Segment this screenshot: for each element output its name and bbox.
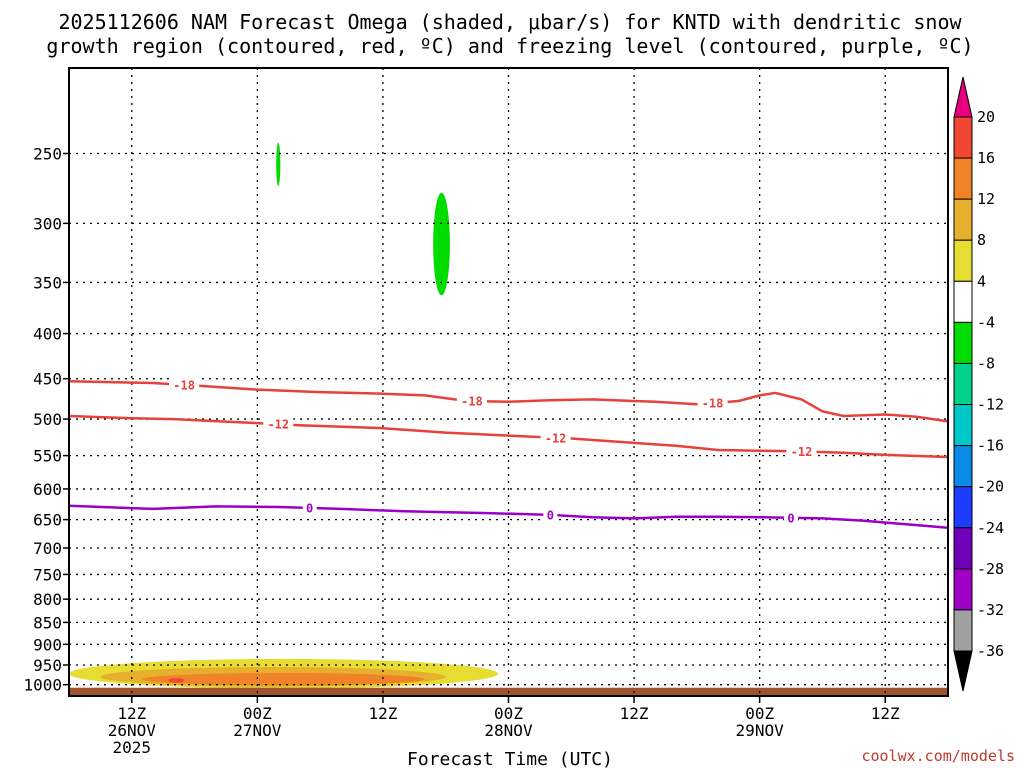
y-tick-label-700: 700 xyxy=(33,539,62,558)
contour-label-0: 0 xyxy=(547,508,554,522)
x-tick-label-h54-0: 12Z xyxy=(620,704,649,723)
y-tick-label-300: 300 xyxy=(33,214,62,233)
contour-label-bg xyxy=(543,507,558,522)
contour-label--18: -18 xyxy=(461,395,483,409)
contour-label-bg xyxy=(786,444,817,459)
colorbar-box xyxy=(953,445,973,488)
y-tick-label-800: 800 xyxy=(33,590,62,609)
contour-label-bg xyxy=(784,510,799,525)
colorbar-label--4: -4 xyxy=(977,313,995,331)
y-tick-label-850: 850 xyxy=(33,613,62,632)
contour-label--18: -18 xyxy=(173,378,195,392)
contour-label-bg xyxy=(302,500,317,515)
chart-title-line-1: 2025112606 NAM Forecast Omega (shaded, μ… xyxy=(58,10,962,34)
colorbar-box xyxy=(953,280,973,323)
contour-label-bg xyxy=(540,430,571,445)
colorbar-label--28: -28 xyxy=(977,560,1004,578)
colorbar-label-4: 4 xyxy=(977,272,986,290)
y-tick-label-450: 450 xyxy=(33,370,62,389)
source-credit: coolwx.com/models xyxy=(861,747,1015,765)
x-axis-label: Forecast Time (UTC) xyxy=(407,749,613,768)
x-tick-label-h66-1: 29NOV xyxy=(736,721,785,740)
y-tick-label-650: 650 xyxy=(33,511,62,530)
plot-area: -18 -18 -18 -12 -12 -12 0 0 0 xyxy=(69,68,948,696)
x-tick-label-h42-1: 28NOV xyxy=(484,721,533,740)
colorbar-label-16: 16 xyxy=(977,149,995,167)
colorbar-box xyxy=(953,362,973,406)
colorbar-box xyxy=(953,609,973,652)
colorbar-label--32: -32 xyxy=(977,601,1004,619)
contour-label--12: -12 xyxy=(545,431,567,445)
colorbar-label--12: -12 xyxy=(977,396,1004,414)
colorbar-label--20: -20 xyxy=(977,478,1004,496)
colorbar-box xyxy=(953,157,973,200)
contour-label-bg xyxy=(697,396,728,411)
colorbar-label-8: 8 xyxy=(977,231,986,249)
omega-shaded-region-1 xyxy=(433,192,450,296)
colorbar-label--8: -8 xyxy=(977,354,995,372)
colorbar-box xyxy=(953,486,973,529)
y-tick-label-250: 250 xyxy=(33,144,62,163)
x-tick-label-h18-0: 00Z xyxy=(243,704,272,723)
contour-label-0: 0 xyxy=(306,501,313,515)
y-tick-label-750: 750 xyxy=(33,565,62,584)
colorbar: 20 16 12 8 4 -4 -8 -12 -16 -20 -24 -28 -32 -36 xyxy=(953,76,1004,692)
contour-label--18: -18 xyxy=(702,397,724,411)
colorbar-label--16: -16 xyxy=(977,437,1004,455)
y-tick-label-550: 550 xyxy=(33,447,62,466)
y-tick-label-350: 350 xyxy=(33,273,62,292)
colorbar-label-20: 20 xyxy=(977,108,995,126)
omega-shaded-region-5 xyxy=(168,678,185,683)
x-tick-label-h78-0: 12Z xyxy=(871,704,900,723)
colorbar-box xyxy=(953,198,973,241)
contour-label-bg xyxy=(263,417,294,432)
x-tick-label-h6-0: 12Z xyxy=(117,704,146,723)
colorbar-under-triangle xyxy=(953,650,973,692)
x-tick-label-h66-0: 00Z xyxy=(745,704,774,723)
colorbar-box xyxy=(953,404,973,447)
y-tick-label-1000: 1000 xyxy=(23,676,62,695)
x-tick-label-h42-0: 00Z xyxy=(494,704,523,723)
y-tick-label-950: 950 xyxy=(33,656,62,675)
y-tick-label-400: 400 xyxy=(33,325,62,344)
colorbar-box xyxy=(953,116,973,159)
omega-shaded-region-0 xyxy=(276,142,281,186)
x-tick-label-h30-0: 12Z xyxy=(368,704,397,723)
y-tick-label-900: 900 xyxy=(33,635,62,654)
colorbar-over-triangle xyxy=(953,76,973,118)
colorbar-label-12: 12 xyxy=(977,190,995,208)
colorbar-box xyxy=(953,321,973,364)
axes: 250 300 350 400 450 500 550 600 650 700 750 800 850 9… xyxy=(23,67,949,757)
colorbar-box xyxy=(953,527,973,570)
colorbar-box xyxy=(953,239,973,282)
x-tick-label-h6-1: 26NOV xyxy=(108,721,157,740)
x-tick-label-h18-1: 27NOV xyxy=(233,721,282,740)
contour-label--12: -12 xyxy=(791,445,813,459)
colorbar-label--36: -36 xyxy=(977,642,1004,660)
contour-label-0: 0 xyxy=(787,511,794,525)
contour-line--18 xyxy=(69,380,948,423)
x-tick-label-h6-2: 2025 xyxy=(113,738,152,757)
contour-line-0 xyxy=(69,504,948,530)
y-tick-label-500: 500 xyxy=(33,410,62,429)
chart-title-line-2: growth region (contoured, red, ºC) and f… xyxy=(46,34,973,58)
contour-label-bg xyxy=(169,377,200,392)
contour-label-bg xyxy=(456,394,487,409)
omega-shaded-region-4 xyxy=(142,673,425,686)
colorbar-box xyxy=(953,568,973,611)
colorbar-label--24: -24 xyxy=(977,519,1004,537)
contour-label--12: -12 xyxy=(267,418,289,432)
y-tick-label-600: 600 xyxy=(33,480,62,499)
